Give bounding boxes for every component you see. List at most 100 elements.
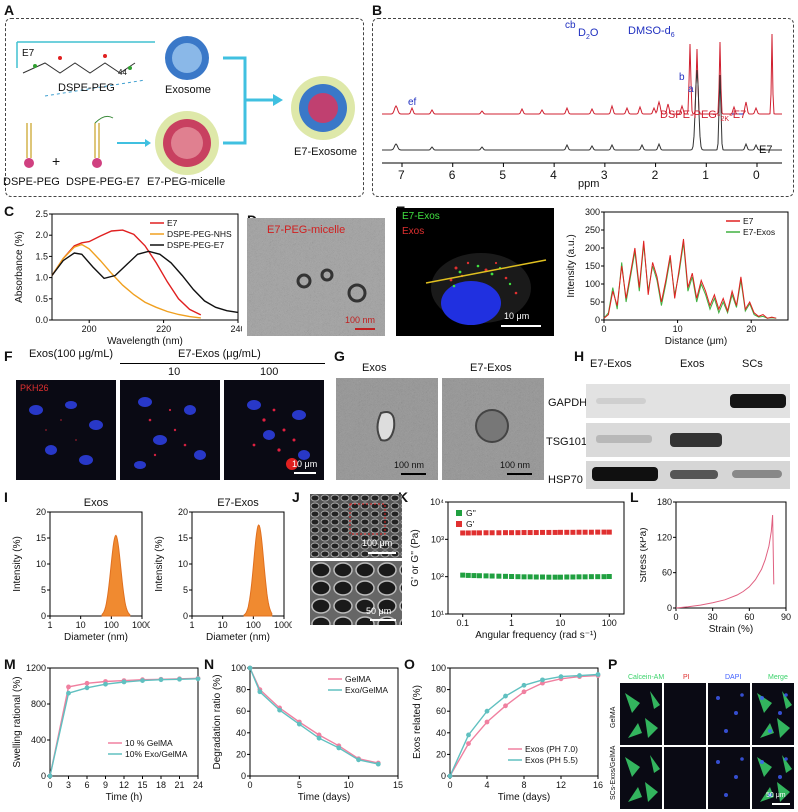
stress-strain-line (675, 514, 775, 609)
x-tick-label: 12 (556, 780, 566, 790)
f-scale: 10 μm (292, 459, 318, 469)
nmr-tick-label: 0 (753, 168, 760, 182)
y-tick-label: 120 (657, 532, 672, 542)
nmr-tick-label: 2 (651, 168, 659, 182)
panel-label-n: N (204, 656, 215, 672)
h-col-exos: Exos (680, 358, 705, 370)
y-tick-label: 250 (585, 225, 600, 235)
p-image-calcein-scs-exos-gelma (620, 747, 662, 809)
j-scale-2: 50 μm (366, 606, 392, 616)
y-axis-label: Stress (kPa) (640, 527, 649, 582)
a-e7-label: E7 (22, 48, 35, 59)
data-point (601, 529, 607, 535)
x-tick-label: 10 (344, 780, 354, 790)
p-col-merge: Merge (768, 674, 788, 681)
data-point (460, 572, 466, 578)
panel-label-j: J (292, 489, 300, 505)
panel-label-a: A (4, 2, 15, 18)
x-axis-label: Time (days) (498, 792, 550, 803)
y-tick-label: 5 (41, 585, 46, 595)
p-image-dapi-scs-exos-gelma (708, 747, 750, 809)
data-point (540, 574, 546, 580)
x-tick-label: 0 (47, 780, 52, 790)
h-row-gapdh: GAPDH (548, 397, 588, 409)
data-point (447, 773, 453, 779)
y-tick-label: 0 (41, 611, 46, 621)
nmr-tick-label: 1 (702, 168, 709, 182)
data-point (558, 674, 564, 680)
g-tem-exos: 100 nm (336, 378, 438, 480)
b-peak-d2o: D2O (578, 27, 599, 42)
p-image-merge-gelma (752, 683, 794, 745)
x-axis-label: Strain (%) (709, 624, 753, 635)
panel-b-frame (372, 18, 794, 197)
p-image-pi-scs-exos-gelma (664, 747, 706, 809)
data-point (465, 530, 471, 536)
data-point (356, 757, 361, 763)
data-point (576, 529, 582, 535)
y-tick-label: 1200 (26, 663, 46, 673)
y-tick-label: 200 (585, 243, 600, 253)
data-point (582, 574, 588, 580)
g-scale-1: 100 nm (394, 460, 425, 470)
data-point (484, 708, 490, 714)
x-axis-label: Angular frequency (rad s⁻¹) (475, 630, 596, 641)
x-tick-label: 0.1 (456, 618, 469, 628)
y-tick-label: 100 (431, 663, 446, 673)
h-col-scs: SCs (742, 358, 763, 370)
data-point (483, 573, 489, 579)
series-line (49, 677, 199, 777)
data-point (546, 574, 552, 580)
x-tick-label: 100 (246, 620, 261, 630)
p-image-dapi-gelma (708, 683, 750, 745)
f-bracket-line (120, 363, 325, 364)
x-tick-label: 21 (174, 780, 184, 790)
f-image-10 (120, 380, 220, 480)
x-axis-label: Wavelength (nm) (107, 336, 183, 346)
p-row-scs-exos-gelma: SCs-Exos/GelMA (610, 745, 617, 800)
legend-entry: Exo/GelMA (345, 685, 388, 695)
x-tick-label: 24 (193, 780, 203, 790)
data-point (509, 530, 515, 536)
panel-label-i: I (4, 489, 8, 505)
x-tick-label: 10 (673, 324, 683, 334)
y-axis-label: G' or G'' (Pa) (410, 529, 421, 586)
stress-strain-chart: 0 30 60 90 0 60 120 180 Strain (%) Stress (kPa) (640, 497, 791, 635)
size-distribution-exos: 1 10 100 1000 0 5 10 15 20 Diameter (nm) Intensity… (12, 497, 150, 643)
y-tick-label: 40 (436, 728, 446, 738)
legend-entry: GelMA (345, 674, 371, 684)
data-point (527, 530, 533, 536)
x-tick-label: 8 (521, 780, 526, 790)
data-point (588, 529, 594, 535)
data-point (375, 761, 381, 767)
x-tick-label: 9 (103, 780, 108, 790)
y-tick-label: 20 (436, 749, 446, 759)
data-point (552, 574, 558, 580)
data-point (257, 689, 263, 695)
data-point (503, 703, 508, 709)
y-tick-label: 0 (41, 771, 46, 781)
data-point (533, 530, 539, 536)
degradation-chart: 0 5 10 15 0 20 40 60 80 100 Time (days) Degradation… (212, 663, 403, 803)
data-point (47, 773, 53, 779)
x-tick-label: 1 (509, 618, 514, 628)
b-red-label: DSPE-PEG-2K-E7 (660, 109, 747, 124)
panel-label-f: F (4, 348, 13, 364)
data-point (277, 707, 282, 713)
absorbance-chart: 200 220 240 0.0 0.5 1.0 1.5 2.0 2.5 Wavelength (n… (14, 209, 242, 346)
data-point (247, 665, 253, 671)
data-point (502, 573, 508, 579)
b-black-label: E7 (759, 144, 773, 156)
data-point (66, 684, 71, 690)
legend-entry: E7 (743, 216, 754, 226)
y-tick-label: 0.0 (35, 315, 48, 325)
b-peak-ef: ef (408, 97, 417, 108)
data-point (496, 530, 502, 536)
panel-label-h: H (574, 348, 585, 364)
a-dspe-peg-e7-label: DSPE-PEG-E7 (66, 176, 140, 188)
data-point (84, 685, 90, 691)
legend-entry: Exos (PH 7.0) (525, 744, 578, 754)
data-point (496, 573, 502, 579)
legend-entry: E7-Exos (743, 227, 775, 237)
a-plus: + (52, 153, 61, 169)
